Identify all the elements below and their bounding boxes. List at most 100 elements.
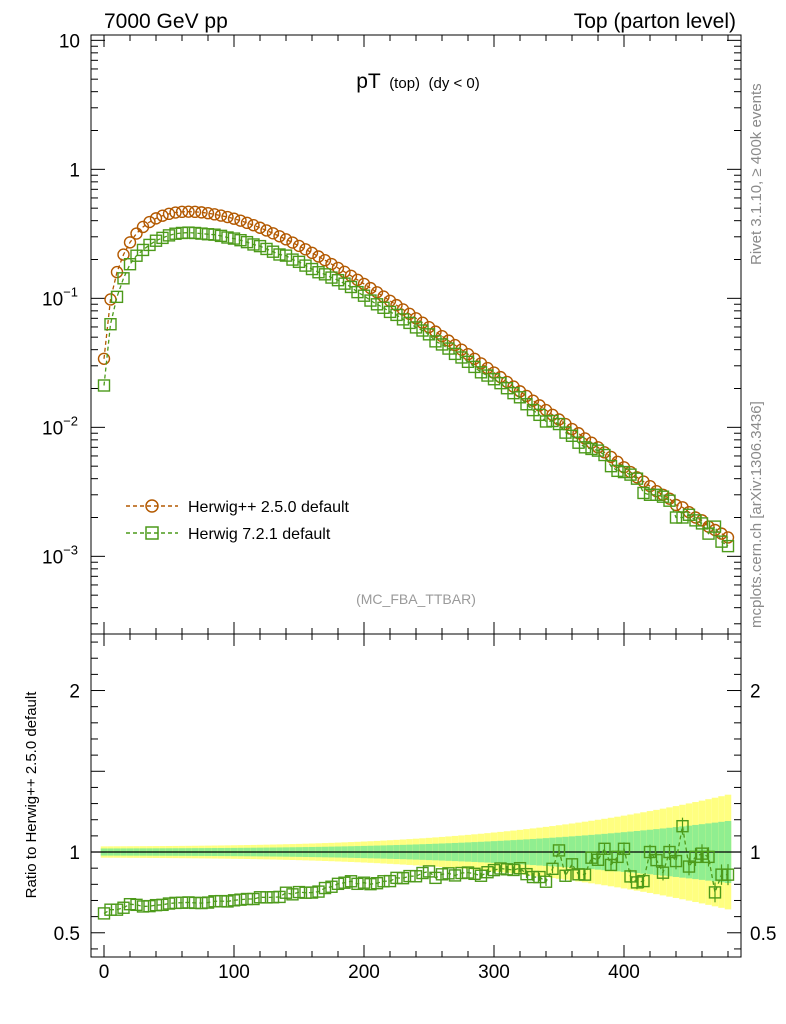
data-point-herwigpp — [370, 286, 384, 299]
data-point-herwig7 — [305, 262, 319, 276]
data-point-herwigpp — [487, 366, 501, 379]
ratio-data-point — [188, 896, 202, 910]
data-point-herwig7 — [234, 233, 247, 247]
data-point-herwigpp — [286, 236, 299, 249]
ratio-data-point — [546, 862, 559, 876]
ratio-data-point — [266, 891, 280, 904]
data-point-herwig7 — [260, 242, 273, 256]
ratio-data-point — [617, 842, 631, 855]
ratio-data-point — [507, 863, 520, 877]
data-point-herwig7 — [565, 429, 579, 442]
ratio-data-point — [156, 898, 169, 912]
data-point-herwig7 — [273, 248, 286, 261]
legend-marker-herwigpp — [145, 499, 159, 513]
data-point-herwig7 — [513, 391, 527, 404]
data-point-herwig7 — [630, 472, 644, 485]
data-point-herwigpp — [442, 334, 455, 347]
ratio-data-point — [149, 898, 163, 912]
data-point-herwigpp — [305, 246, 319, 260]
data-point-herwigpp — [175, 205, 189, 219]
data-point-herwig7 — [507, 386, 520, 400]
data-point-herwigpp — [455, 343, 468, 356]
data-point-herwig7 — [624, 468, 637, 481]
data-point-herwigpp — [461, 347, 475, 361]
data-point-herwig7 — [409, 321, 423, 334]
ratio-data-point — [559, 869, 572, 882]
ratio-data-point — [533, 870, 546, 884]
data-point-herwigpp — [429, 325, 442, 338]
data-point-herwigpp — [422, 320, 436, 334]
data-point-herwig7 — [247, 238, 260, 251]
mcplots-credit: mcplots.cern.ch [arXiv:1306.3436] — [748, 401, 765, 628]
ratio-data-point — [578, 868, 592, 881]
ratio-data-point — [364, 877, 377, 891]
ratio-data-point — [117, 901, 130, 914]
ratio-data-point — [325, 880, 338, 893]
ratio-data-point — [416, 866, 429, 880]
ratio-data-point — [474, 869, 488, 882]
data-point-herwig7 — [708, 520, 722, 533]
ratio-data-point — [461, 866, 475, 879]
data-point-herwigpp — [143, 215, 156, 229]
data-point-herwig7 — [546, 414, 559, 428]
ratio-data-point — [299, 886, 312, 899]
data-point-herwigpp — [318, 254, 332, 267]
ratio-data-point — [130, 898, 143, 912]
data-point-herwigpp — [299, 243, 312, 256]
data-point-herwigpp — [390, 298, 403, 312]
title-sub: (top) — [389, 75, 420, 92]
legend-marker-herwig7 — [145, 526, 159, 540]
ratio-data-point — [442, 867, 455, 880]
data-point-herwig7 — [208, 228, 221, 241]
ratio-data-point — [136, 900, 150, 913]
ratio-data-point — [565, 858, 579, 871]
ratio-data-point — [234, 893, 247, 906]
data-point-herwigpp — [149, 212, 163, 225]
data-point-herwigpp — [338, 265, 351, 279]
data-point-herwig7 — [656, 490, 670, 503]
data-point-herwig7 — [721, 539, 735, 553]
ratio-data-point — [104, 903, 117, 916]
data-point-herwigpp — [260, 224, 273, 237]
data-point-herwig7 — [578, 441, 592, 454]
data-point-herwig7 — [318, 268, 332, 281]
legend-label-herwigpp: Herwig++ 2.5.0 default — [188, 499, 350, 516]
plot-elements: 0 100 200 300 400 10 1 10−1 10−2 10−3 0.5 0.5 1 1 2 2 — [42, 31, 776, 983]
data-point-herwigpp — [481, 361, 494, 375]
data-point-herwig7 — [195, 227, 208, 240]
data-point-herwigpp — [708, 523, 722, 537]
data-point-herwigpp — [130, 227, 143, 240]
data-point-herwig7 — [266, 245, 280, 258]
ratio-data-point — [715, 868, 728, 881]
data-point-herwigpp — [279, 233, 293, 246]
data-point-herwig7 — [715, 535, 728, 548]
data-point-herwigpp — [266, 227, 280, 240]
data-point-herwig7 — [416, 324, 429, 337]
data-point-herwigpp — [117, 248, 130, 261]
data-point-herwig7 — [175, 226, 189, 240]
ratio-data-point — [279, 886, 293, 899]
ratio-data-point — [572, 868, 585, 881]
ratio-data-point — [468, 867, 481, 881]
ratio-data-point — [221, 895, 234, 908]
ratio-data-point — [143, 899, 156, 913]
data-point-herwig7 — [591, 444, 605, 457]
ratio-data-point — [682, 860, 696, 873]
data-point-herwig7 — [97, 379, 111, 392]
data-point-herwigpp — [97, 352, 111, 365]
ratio-data-point — [357, 876, 371, 889]
data-point-herwigpp — [312, 250, 325, 263]
x-tick-label: 400 — [608, 962, 640, 983]
ratio-data-point — [214, 894, 228, 908]
data-point-herwig7 — [637, 486, 650, 500]
data-point-herwig7 — [201, 228, 215, 241]
data-point-herwig7 — [429, 335, 442, 348]
data-point-herwigpp — [351, 273, 364, 287]
data-point-herwigpp — [585, 436, 598, 449]
data-point-herwig7 — [312, 266, 325, 279]
data-point-herwig7 — [663, 494, 676, 507]
data-point-herwig7 — [396, 313, 410, 326]
data-point-herwig7 — [364, 294, 377, 307]
ratio-data-point — [494, 862, 507, 875]
data-point-herwigpp — [214, 209, 228, 222]
